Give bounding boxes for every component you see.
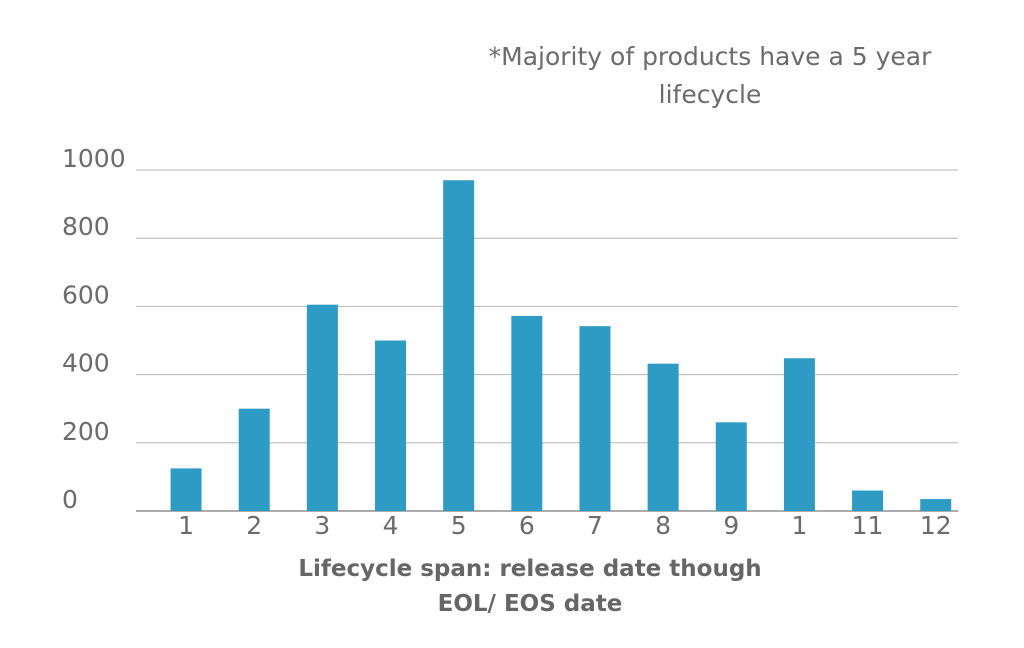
x-tick-label: 2 bbox=[246, 511, 262, 540]
y-tick-label: 400 bbox=[62, 349, 110, 378]
bar bbox=[170, 468, 202, 511]
bar bbox=[715, 422, 747, 511]
bar bbox=[306, 304, 338, 511]
y-tick-label: 200 bbox=[62, 417, 110, 446]
bar bbox=[852, 490, 884, 511]
y-tick-label: 800 bbox=[62, 212, 110, 241]
x-tick-label: 9 bbox=[723, 511, 739, 540]
bar bbox=[238, 408, 270, 511]
annotation-line-2: lifecycle bbox=[658, 80, 762, 109]
x-tick-label: 4 bbox=[383, 511, 399, 540]
x-tick-label: 5 bbox=[451, 511, 467, 540]
x-tick-label: 1 bbox=[178, 511, 194, 540]
x-tick-label: 3 bbox=[314, 511, 330, 540]
bar bbox=[511, 315, 543, 511]
bar bbox=[783, 358, 815, 511]
bar bbox=[375, 340, 407, 511]
y-tick-label: 600 bbox=[62, 280, 110, 309]
bar bbox=[579, 326, 611, 511]
annotation-line-1: *Majority of products have a 5 year bbox=[488, 42, 932, 71]
x-tick-label: 7 bbox=[587, 511, 603, 540]
y-tick-label: 0 bbox=[62, 485, 78, 514]
y-tick-label: 1000 bbox=[62, 144, 126, 173]
x-tick-label: 1 bbox=[791, 511, 807, 540]
x-tick-label: 12 bbox=[920, 511, 952, 540]
bar bbox=[647, 363, 679, 511]
bar bbox=[920, 499, 952, 511]
x-tick-label: 6 bbox=[519, 511, 535, 540]
x-tick-label: 8 bbox=[655, 511, 671, 540]
x-axis-label-line-2: EOL/ EOS date bbox=[437, 591, 623, 617]
x-tick-label: 11 bbox=[852, 511, 884, 540]
bar bbox=[443, 180, 475, 512]
x-axis-label-line-1: Lifecycle span: release date though bbox=[298, 556, 762, 582]
